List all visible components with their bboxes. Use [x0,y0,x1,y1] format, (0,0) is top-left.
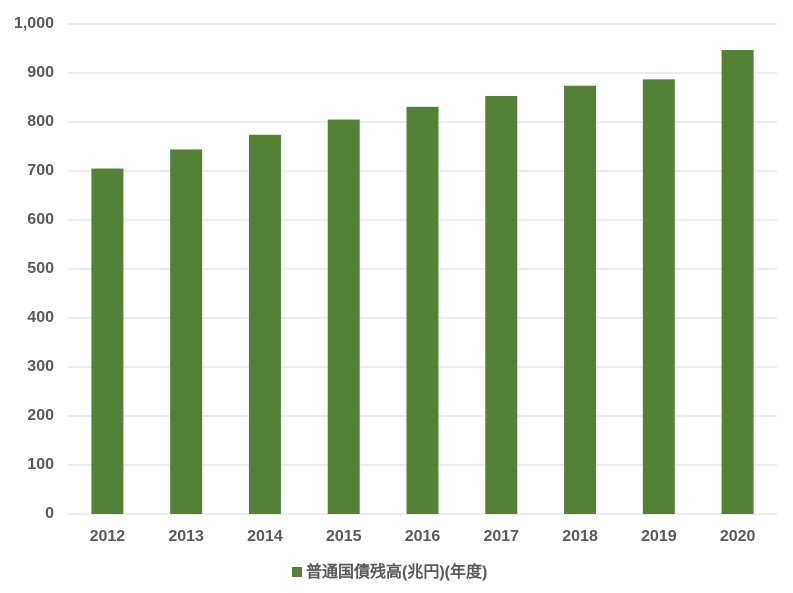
bar [642,79,675,515]
x-tick-label: 2017 [483,528,519,545]
bar [170,149,203,514]
legend-label: 普通国債残高(兆円)(年度) [306,562,487,581]
bar [327,119,360,515]
x-tick-label: 2013 [168,528,204,545]
bar [564,85,597,515]
y-tick-label: 500 [27,260,54,277]
y-tick-label: 1,000 [14,15,54,32]
x-tick-label: 2019 [641,528,677,545]
y-tick-label: 0 [45,505,54,522]
y-tick-label: 600 [27,211,54,228]
x-tick-label: 2012 [90,528,126,545]
x-tick-label: 2020 [720,528,756,545]
x-tick-label: 2016 [405,528,441,545]
bar [721,49,754,514]
bar [406,106,439,514]
y-tick-label: 800 [27,113,54,130]
bar [248,134,281,515]
bar [91,168,124,515]
y-tick-label: 700 [27,162,54,179]
y-tick-label: 300 [27,358,54,375]
legend-marker [292,567,302,577]
x-tick-label: 2018 [562,528,598,545]
y-tick-label: 200 [27,407,54,424]
y-tick-label: 400 [27,309,54,326]
x-tick-label: 2015 [326,528,362,545]
y-tick-label: 900 [27,64,54,81]
bar [485,96,518,514]
x-tick-label: 2014 [247,528,283,545]
y-tick-label: 100 [27,456,54,473]
